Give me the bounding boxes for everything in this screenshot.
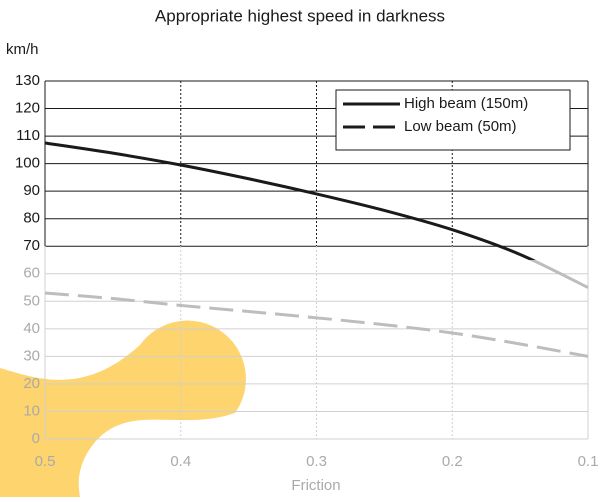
y-tick-label: 110 [16, 127, 40, 144]
legend: High beam (150m) Low beam (50m) [336, 90, 570, 150]
y-tick-label: 0 [32, 430, 40, 447]
x-tick-label: 0.5 [35, 453, 56, 470]
x-tick-label: 0.2 [442, 453, 463, 470]
y-tick-label: 60 [23, 265, 40, 282]
x-tick-label: 0.3 [306, 453, 327, 470]
x-axis-label: Friction [291, 477, 340, 494]
chart-title: Appropriate highest speed in darkness [155, 6, 445, 25]
y-tick-label: 80 [23, 210, 40, 227]
y-tick-label: 10 [23, 402, 40, 419]
y-tick-label: 30 [23, 347, 40, 364]
legend-label: Low beam (50m) [404, 118, 517, 135]
x-tick-label: 0.4 [170, 453, 191, 470]
y-tick-label: 100 [15, 155, 40, 172]
chart: 0 10 20 30 40 50 60 70 80 90 100 110 120 130 0.5 0.4 0.3… [0, 0, 600, 497]
legend-label: High beam (150m) [404, 95, 528, 112]
y-tick-label: 90 [23, 182, 40, 199]
y-tick-label: 40 [23, 320, 40, 337]
x-tick-label: 0.1 [578, 453, 599, 470]
series-line [45, 143, 588, 288]
y-tick-label: 50 [23, 292, 40, 309]
y-axis-label: km/h [6, 41, 39, 58]
y-tick-label: 120 [15, 100, 40, 117]
y-tick-label: 70 [23, 237, 40, 254]
y-tick-label: 130 [15, 72, 40, 89]
y-tick-label: 20 [23, 375, 40, 392]
